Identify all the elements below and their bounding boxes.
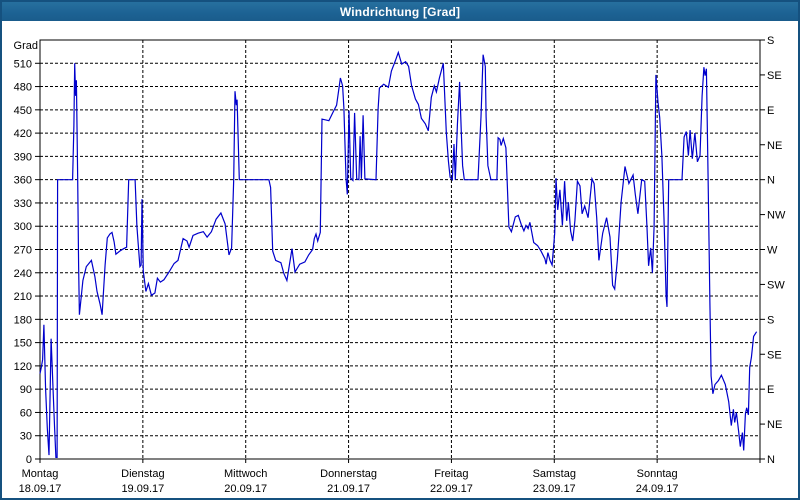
y-tick-label: 510 <box>14 58 32 70</box>
y-tick-label: 30 <box>20 431 32 443</box>
compass-label: N <box>767 454 775 466</box>
y-tick-label: 210 <box>14 291 32 303</box>
compass-label: NE <box>767 419 782 431</box>
y-axis-title: Grad <box>14 40 38 52</box>
y-tick-label: 270 <box>14 245 32 257</box>
day-date-label: 23.09.17 <box>533 483 576 495</box>
y-tick-label: 390 <box>14 151 32 163</box>
compass-label: NW <box>767 210 786 222</box>
y-tick-label: 120 <box>14 361 32 373</box>
day-date-label: 19.09.17 <box>121 483 164 495</box>
compass-label: S <box>767 314 774 326</box>
day-date-label: 18.09.17 <box>19 483 62 495</box>
y-tick-label: 300 <box>14 221 32 233</box>
compass-label: SE <box>767 70 782 82</box>
y-tick-label: 420 <box>14 128 32 140</box>
window-titlebar: Windrichtung [Grad] <box>2 2 798 21</box>
day-name-label: Mittwoch <box>224 468 267 480</box>
day-date-label: 24.09.17 <box>636 483 679 495</box>
y-tick-label: 60 <box>20 407 32 419</box>
day-name-label: Montag <box>22 468 59 480</box>
compass-label: N <box>767 175 775 187</box>
y-tick-label: 180 <box>14 314 32 326</box>
compass-label: SW <box>767 279 785 291</box>
compass-label: SE <box>767 349 782 361</box>
day-name-label: Dienstag <box>121 468 164 480</box>
y-tick-label: 360 <box>14 175 32 187</box>
day-date-label: 22.09.17 <box>430 483 473 495</box>
day-date-label: 21.09.17 <box>327 483 370 495</box>
day-name-label: Donnerstag <box>320 468 377 480</box>
y-tick-label: 150 <box>14 338 32 350</box>
compass-label: E <box>767 105 774 117</box>
plot-border <box>39 39 761 460</box>
day-name-label: Samstag <box>533 468 576 480</box>
y-tick-label: 240 <box>14 268 32 280</box>
day-date-label: 20.09.17 <box>224 483 267 495</box>
y-tick-label: 480 <box>14 82 32 94</box>
day-name-label: Freitag <box>434 468 468 480</box>
y-tick-label: 0 <box>26 454 32 466</box>
compass-label: E <box>767 384 774 396</box>
y-tick-label: 330 <box>14 198 32 210</box>
chart-area: Montag 18.09.17 Dienstag 19.09.17 Mittwoch 20… <box>2 21 798 498</box>
compass-label: S <box>767 35 774 47</box>
y-tick-label: 450 <box>14 105 32 117</box>
window-title: Windrichtung [Grad] <box>339 4 461 19</box>
compass-label: NE <box>767 140 782 152</box>
day-name-label: Sonntag <box>637 468 678 480</box>
y-tick-label: 90 <box>20 384 32 396</box>
wind-direction-line <box>39 50 758 458</box>
compass-label: W <box>767 245 778 257</box>
